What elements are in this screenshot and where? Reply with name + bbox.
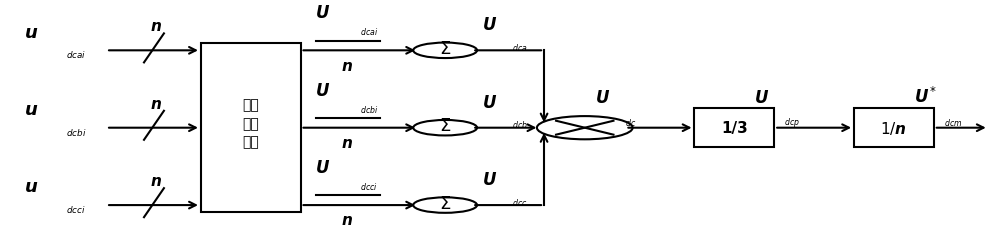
Text: $\boldsymbol{U}$: $\boldsymbol{U}$ (482, 170, 497, 188)
Text: $_{dc}$: $_{dc}$ (625, 117, 636, 130)
Text: $\Sigma$: $\Sigma$ (439, 194, 451, 212)
Text: $_{dcci}$: $_{dcci}$ (360, 181, 378, 193)
Text: $\boldsymbol{U}^*$: $\boldsymbol{U}^*$ (914, 86, 937, 106)
FancyBboxPatch shape (854, 109, 934, 148)
Text: $\boldsymbol{U}$: $\boldsymbol{U}$ (482, 16, 497, 34)
Text: $\boldsymbol{u}$: $\boldsymbol{u}$ (24, 101, 38, 118)
FancyBboxPatch shape (694, 109, 774, 148)
Text: $\boldsymbol{n}$: $\boldsymbol{n}$ (341, 58, 353, 73)
Text: 1/3: 1/3 (721, 121, 748, 136)
Text: $\boldsymbol{U}$: $\boldsymbol{U}$ (315, 4, 330, 22)
Text: 滑动
平均
滤波: 滑动 平均 滤波 (242, 98, 259, 149)
FancyBboxPatch shape (201, 44, 301, 212)
Text: $\boldsymbol{U}$: $\boldsymbol{U}$ (315, 158, 330, 176)
Text: $_{dcm}$: $_{dcm}$ (944, 117, 962, 130)
Text: $\boldsymbol{u}$: $\boldsymbol{u}$ (24, 178, 38, 196)
Text: $_{dcci}$: $_{dcci}$ (66, 201, 86, 214)
Text: $_{dca}$: $_{dca}$ (512, 42, 528, 55)
Text: $\boldsymbol{n}$: $\boldsymbol{n}$ (150, 174, 162, 188)
Text: $\boldsymbol{U}$: $\boldsymbol{U}$ (595, 88, 610, 106)
Text: $1/\boldsymbol{n}$: $1/\boldsymbol{n}$ (880, 120, 907, 137)
Text: $\boldsymbol{n}$: $\boldsymbol{n}$ (341, 136, 353, 150)
Text: $_{dcb}$: $_{dcb}$ (512, 120, 528, 132)
Text: $_{dcc}$: $_{dcc}$ (512, 197, 527, 209)
Text: $\boldsymbol{U}$: $\boldsymbol{U}$ (482, 94, 497, 111)
Text: $\boldsymbol{U}$: $\boldsymbol{U}$ (754, 88, 769, 106)
Text: $_{dcai}$: $_{dcai}$ (66, 47, 86, 60)
Text: $\Sigma$: $\Sigma$ (439, 40, 451, 58)
Text: $_{dcbi}$: $_{dcbi}$ (66, 124, 87, 137)
Text: $\boldsymbol{n}$: $\boldsymbol{n}$ (150, 96, 162, 111)
Text: $_{dcp}$: $_{dcp}$ (784, 116, 800, 131)
Text: $_{dcai}$: $_{dcai}$ (360, 27, 379, 39)
Text: $_{dcbi}$: $_{dcbi}$ (360, 104, 379, 116)
Text: $\boldsymbol{U}$: $\boldsymbol{U}$ (315, 81, 330, 99)
Text: $\Sigma$: $\Sigma$ (439, 117, 451, 135)
Text: $\boldsymbol{n}$: $\boldsymbol{n}$ (150, 19, 162, 34)
Text: $\boldsymbol{n}$: $\boldsymbol{n}$ (341, 212, 353, 228)
Text: $\boldsymbol{u}$: $\boldsymbol{u}$ (24, 24, 38, 42)
